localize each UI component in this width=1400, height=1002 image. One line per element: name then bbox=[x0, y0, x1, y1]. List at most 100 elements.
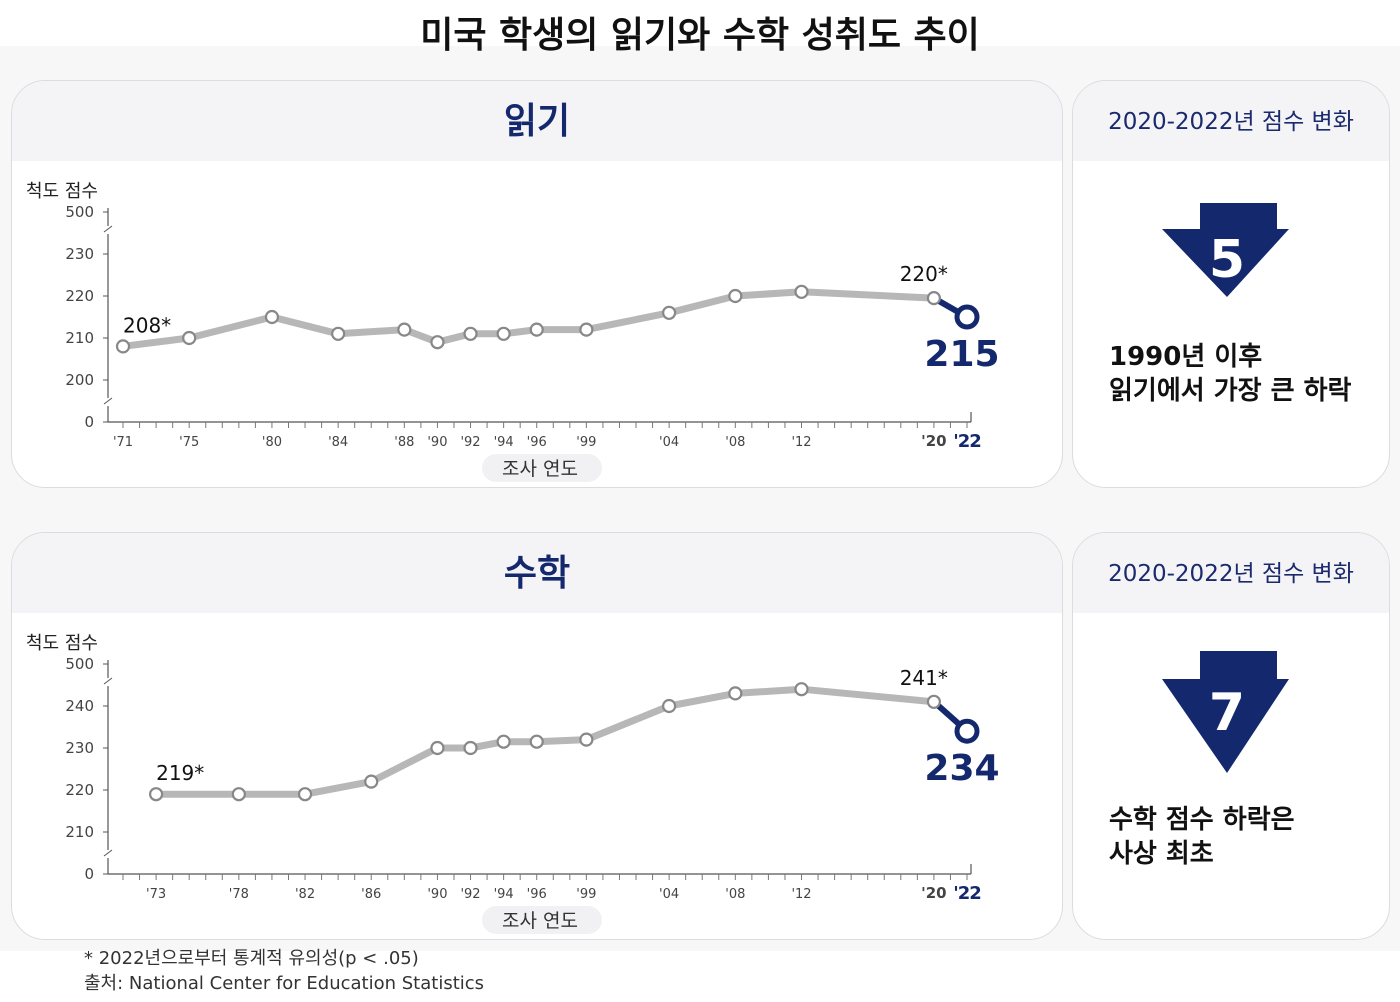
x-tick-label: '84 bbox=[328, 435, 348, 450]
x-tick-label: '78 bbox=[229, 887, 249, 902]
x-tick-label: '96 bbox=[527, 435, 547, 450]
y-tick-label: 220 bbox=[65, 287, 94, 305]
latest-data-point bbox=[954, 718, 980, 744]
x-axis-label: 조사 연도 bbox=[502, 458, 578, 480]
x-tick-label: '82 bbox=[295, 887, 315, 902]
data-point bbox=[662, 305, 677, 320]
footnotes: * 2022년으로부터 통계적 유의성(p < .05) 출처: Nationa… bbox=[84, 946, 484, 996]
start-value-label: 208* bbox=[123, 313, 171, 337]
data-point bbox=[264, 309, 280, 325]
prev-value-label: 241* bbox=[900, 666, 948, 690]
x-tick-label: '04 bbox=[659, 887, 679, 902]
math-desc-line-2: 사상 최초 bbox=[1109, 839, 1214, 869]
y-tick-label: 200 bbox=[65, 371, 94, 389]
x-tick-label: '22 bbox=[953, 431, 981, 452]
x-tick-label: '73 bbox=[146, 887, 166, 902]
data-point bbox=[662, 698, 677, 714]
page-title: 미국 학생의 읽기와 수학 성취도 추이 bbox=[420, 15, 980, 56]
data-point bbox=[297, 787, 313, 802]
math-change-panel: 2020-2022년 점수 변화 7 수학 점수 하락은 사상 최초 bbox=[1072, 532, 1390, 940]
data-point bbox=[496, 734, 511, 749]
x-tick-label: '20 bbox=[921, 884, 946, 902]
x-tick-label: '75 bbox=[179, 435, 199, 450]
prev-value-label: 220* bbox=[900, 262, 948, 286]
y-tick-label: 220 bbox=[65, 781, 94, 799]
latest-value-label: 234 bbox=[924, 748, 999, 789]
data-point bbox=[463, 740, 478, 756]
axis-break-mark bbox=[103, 677, 113, 685]
data-point bbox=[148, 787, 164, 802]
latest-data-point bbox=[954, 304, 980, 330]
axis-break-mark bbox=[103, 397, 113, 405]
reading-desc-line-2: 읽기에서 가장 큰 하락 bbox=[1109, 376, 1352, 406]
data-point bbox=[728, 686, 743, 701]
source-note: 출처: National Center for Education Statis… bbox=[84, 973, 485, 994]
data-point bbox=[231, 787, 246, 802]
x-tick-label: '86 bbox=[361, 887, 381, 902]
data-point bbox=[331, 326, 346, 341]
reading-down-arrow-icon: 5 bbox=[1162, 203, 1289, 297]
x-tick-label: '12 bbox=[791, 887, 811, 902]
latest-value-label: 215 bbox=[924, 334, 999, 375]
data-point bbox=[728, 288, 743, 304]
y-axis-label: 척도 점수 bbox=[26, 181, 98, 202]
y-axis-label: 척도 점수 bbox=[26, 633, 98, 654]
x-tick-label: '71 bbox=[113, 435, 133, 450]
reading-desc-line-1: 1990년 이후 bbox=[1109, 342, 1263, 372]
math-chart-header: 수학 bbox=[12, 533, 1062, 613]
x-tick-label: '96 bbox=[527, 887, 547, 902]
reading-change-value: 5 bbox=[1209, 230, 1245, 290]
data-point bbox=[794, 682, 809, 697]
series-line bbox=[119, 288, 938, 350]
y-tick-label: 230 bbox=[65, 739, 94, 757]
math-desc-line-1: 수학 점수 하락은 bbox=[1109, 805, 1295, 835]
x-tick-label: '99 bbox=[576, 435, 596, 450]
axis-break-mark bbox=[103, 225, 113, 233]
reading-change-description: 1990년 이후 읽기에서 가장 큰 하락 bbox=[1109, 340, 1369, 408]
data-point bbox=[926, 291, 942, 306]
x-tick-label: '22 bbox=[953, 883, 981, 904]
x-tick-label: '08 bbox=[725, 887, 745, 902]
data-point bbox=[529, 322, 544, 337]
reading-change-header: 2020-2022년 점수 변화 bbox=[1073, 81, 1389, 161]
data-point bbox=[496, 326, 511, 341]
data-point bbox=[529, 734, 544, 749]
x-tick-label: '20 bbox=[921, 432, 946, 450]
data-point bbox=[926, 694, 942, 709]
x-tick-label: '94 bbox=[494, 887, 514, 902]
data-point bbox=[579, 322, 594, 337]
reading-change-panel: 2020-2022년 점수 변화 5 1990년 이후 읽기에서 가장 큰 하락 bbox=[1072, 80, 1390, 488]
x-tick-label: '92 bbox=[460, 435, 480, 450]
math-down-arrow-icon: 7 bbox=[1162, 651, 1289, 773]
math-chart: 척도 점수 0 210 220 230 240 500 '73 '78 '82 '86 '90 '92 '… bbox=[26, 633, 1000, 934]
x-tick-label: '90 bbox=[427, 887, 447, 902]
start-value-label: 219* bbox=[156, 761, 204, 785]
x-axis-label-pill bbox=[482, 454, 602, 482]
reading-change-heading: 2020-2022년 점수 변화 bbox=[1108, 109, 1354, 135]
x-tick-label: '08 bbox=[725, 435, 745, 450]
math-change-header: 2020-2022년 점수 변화 bbox=[1073, 533, 1389, 613]
math-change-description: 수학 점수 하락은 사상 최초 bbox=[1109, 803, 1369, 871]
data-point bbox=[364, 774, 379, 789]
x-tick-label: '04 bbox=[659, 435, 679, 450]
y-tick-label: 0 bbox=[84, 413, 94, 431]
data-point bbox=[794, 284, 809, 299]
y-tick-label: 0 bbox=[84, 865, 94, 883]
data-point bbox=[463, 326, 478, 341]
math-chart-title: 수학 bbox=[503, 553, 571, 594]
data-point bbox=[397, 322, 412, 337]
reading-chart-title: 읽기 bbox=[503, 101, 571, 142]
math-chart-panel: 수학 척도 점수 0 210 220 230 240 500 '73 '78 '82 '86 '90 '… bbox=[11, 532, 1063, 940]
x-tick-label: '88 bbox=[394, 435, 414, 450]
x-tick-label: '94 bbox=[494, 435, 514, 450]
data-point bbox=[430, 335, 445, 350]
x-axis-label-pill bbox=[482, 906, 602, 934]
x-tick-label: '99 bbox=[576, 887, 596, 902]
x-tick-label: '90 bbox=[427, 435, 447, 450]
reading-chart-panel: 읽기 척도 점수 0 200 210 220 230 500 '71 '75 '80 '84 '88 '… bbox=[11, 80, 1063, 488]
x-tick-label: '80 bbox=[262, 435, 282, 450]
x-tick-label: '92 bbox=[460, 887, 480, 902]
reading-chart-header: 읽기 bbox=[12, 81, 1062, 161]
y-tick-label: 210 bbox=[65, 329, 94, 347]
x-tick-label: '12 bbox=[791, 435, 811, 450]
